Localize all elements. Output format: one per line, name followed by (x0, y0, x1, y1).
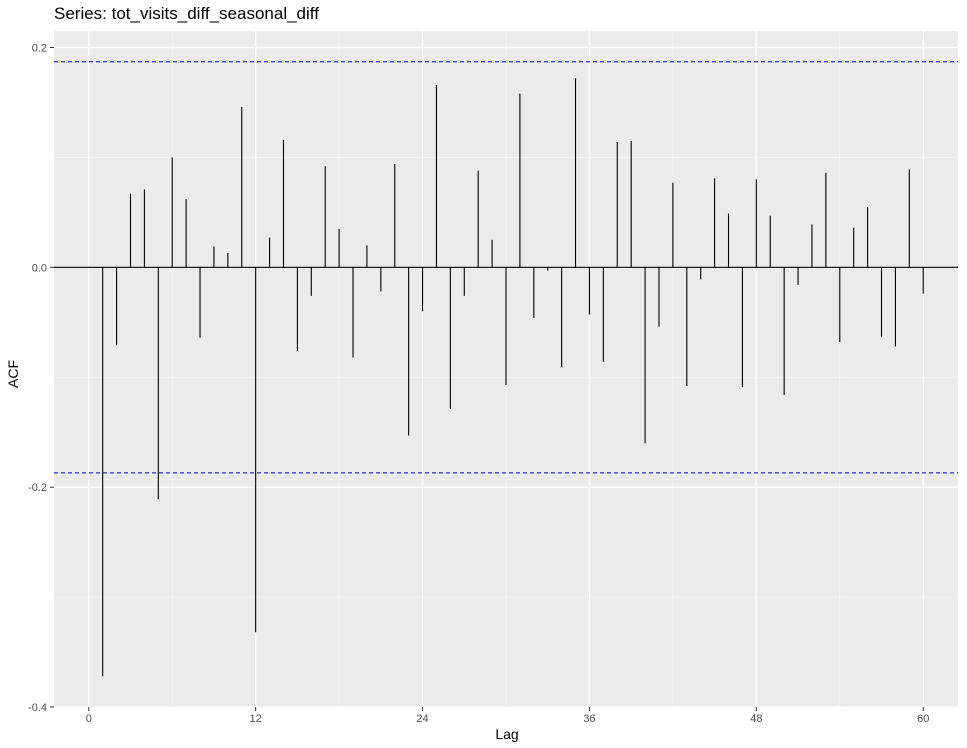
y-tick-label: 0.2 (32, 42, 47, 54)
x-tick-label: 36 (583, 713, 595, 725)
y-axis-title: ACF (5, 360, 21, 388)
x-tick-label: 12 (250, 713, 262, 725)
x-tick-label: 0 (86, 713, 92, 725)
acf-bars (102, 78, 924, 677)
y-tick-label: -0.2 (28, 482, 47, 494)
chart-title: Series: tot_visits_diff_seasonal_diff (54, 4, 319, 23)
x-tick-label: 60 (917, 713, 929, 725)
x-tick-label: 24 (416, 713, 428, 725)
y-tick-label: 0.0 (32, 262, 47, 274)
y-axis: -0.4 -0.2 0.0 0.2 (28, 42, 54, 714)
x-axis-title: Lag (495, 726, 518, 742)
x-axis: 0 12 24 36 48 60 (86, 707, 929, 725)
y-tick-label: -0.4 (28, 702, 47, 714)
x-tick-label: 48 (750, 713, 762, 725)
confidence-bounds (54, 61, 958, 474)
